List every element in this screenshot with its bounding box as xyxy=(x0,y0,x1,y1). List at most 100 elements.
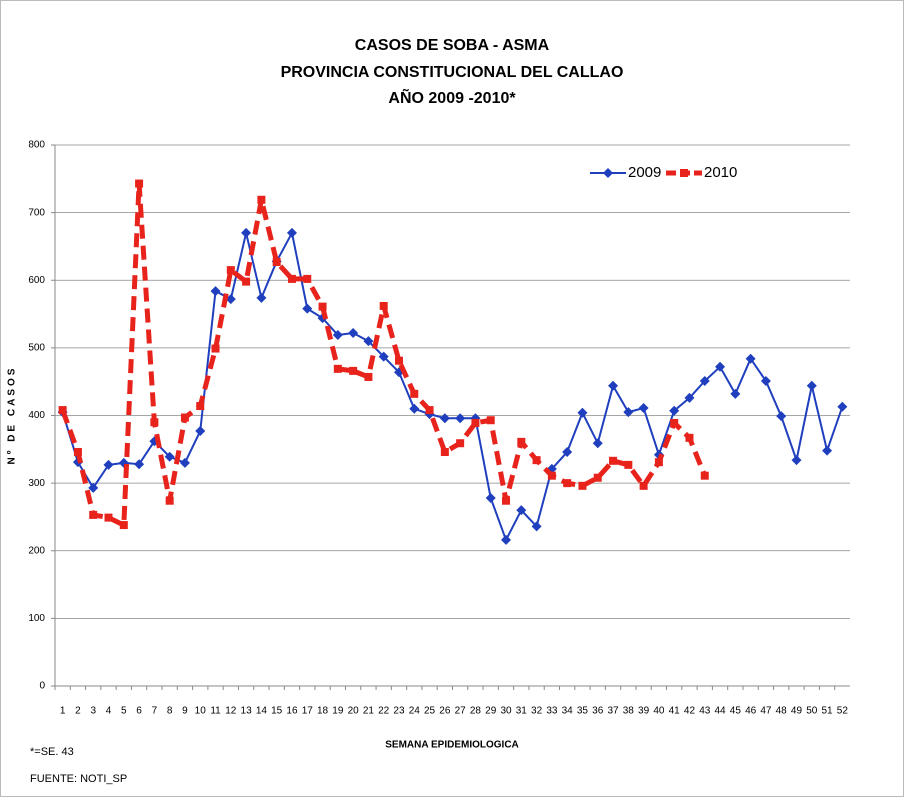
data-point xyxy=(333,364,342,373)
data-point xyxy=(272,257,281,266)
data-point xyxy=(532,456,541,465)
data-point xyxy=(88,482,99,493)
data-point xyxy=(242,277,251,286)
data-point xyxy=(332,330,343,341)
x-tick-label: 39 xyxy=(638,706,650,717)
data-point xyxy=(730,388,741,399)
x-tick-label: 19 xyxy=(332,706,344,717)
x-tick-label: 14 xyxy=(256,706,268,717)
y-tick-label: 200 xyxy=(28,545,45,556)
x-tick-label: 52 xyxy=(837,706,849,717)
data-point xyxy=(379,301,388,310)
data-point xyxy=(684,392,695,403)
x-tick-label: 9 xyxy=(182,706,188,717)
x-tick-label: 12 xyxy=(225,706,237,717)
x-tick-label: 38 xyxy=(623,706,635,717)
data-point xyxy=(547,471,556,480)
data-point xyxy=(348,327,359,338)
x-tick-label: 32 xyxy=(531,706,543,717)
data-point xyxy=(286,227,297,238)
data-point xyxy=(485,493,496,504)
chart-title: AÑO 2009 -2010* xyxy=(388,87,516,107)
legend-marker xyxy=(603,168,613,178)
data-point xyxy=(257,195,266,204)
x-tick-label: 47 xyxy=(760,706,772,717)
x-tick-label: 22 xyxy=(378,706,390,717)
data-point xyxy=(303,274,312,283)
x-tick-label: 8 xyxy=(167,706,173,717)
data-point xyxy=(837,401,848,412)
data-point xyxy=(135,179,144,188)
y-tick-label: 400 xyxy=(28,410,45,421)
data-point xyxy=(241,227,252,238)
data-point xyxy=(104,513,113,522)
data-point xyxy=(531,521,542,532)
data-point xyxy=(715,361,726,372)
x-tick-label: 48 xyxy=(776,706,788,717)
data-point xyxy=(502,496,511,505)
data-point xyxy=(195,426,206,437)
data-point xyxy=(745,353,756,364)
legend-label: 2010 xyxy=(704,164,737,181)
x-tick-label: 29 xyxy=(485,706,497,717)
chart-title: CASOS DE SOBA - ASMA xyxy=(355,37,550,54)
x-tick-label: 31 xyxy=(516,706,528,717)
x-tick-label: 28 xyxy=(470,706,482,717)
x-tick-label: 33 xyxy=(546,706,558,717)
data-point xyxy=(364,372,373,381)
data-point xyxy=(791,455,802,466)
data-point xyxy=(164,451,175,462)
x-tick-label: 6 xyxy=(136,706,142,717)
x-tick-label: 50 xyxy=(806,706,818,717)
data-point xyxy=(471,418,480,427)
data-point xyxy=(103,459,114,470)
data-point xyxy=(73,448,82,457)
data-point xyxy=(349,366,358,375)
data-point xyxy=(699,376,710,387)
x-tick-label: 45 xyxy=(730,706,742,717)
data-point xyxy=(89,510,98,519)
data-point xyxy=(211,344,220,353)
x-tick-label: 49 xyxy=(791,706,803,717)
data-point xyxy=(409,403,420,414)
data-point xyxy=(670,418,679,427)
data-point xyxy=(578,481,587,490)
data-point xyxy=(394,356,403,365)
y-tick-label: 800 xyxy=(28,140,45,151)
x-tick-label: 34 xyxy=(562,706,574,717)
x-tick-label: 25 xyxy=(424,706,436,717)
data-point xyxy=(700,471,709,480)
x-tick-label: 51 xyxy=(822,706,834,717)
data-point xyxy=(623,407,634,418)
x-tick-label: 7 xyxy=(152,706,158,717)
x-tick-label: 18 xyxy=(317,706,329,717)
data-point xyxy=(517,437,526,446)
data-point xyxy=(608,380,619,391)
x-tick-label: 42 xyxy=(684,706,696,717)
x-tick-label: 30 xyxy=(500,706,512,717)
data-point xyxy=(58,406,67,415)
data-point xyxy=(639,481,648,490)
data-point xyxy=(638,403,649,414)
x-tick-label: 20 xyxy=(348,706,360,717)
data-point xyxy=(593,473,602,482)
x-tick-label: 4 xyxy=(106,706,112,717)
x-tick-label: 17 xyxy=(302,706,314,717)
data-point xyxy=(501,534,512,545)
y-tick-label: 700 xyxy=(28,207,45,218)
data-point xyxy=(806,380,817,391)
data-point xyxy=(150,418,159,427)
x-tick-label: 11 xyxy=(210,706,221,717)
x-tick-label: 13 xyxy=(241,706,253,717)
data-point xyxy=(302,303,313,314)
data-point xyxy=(439,413,450,424)
x-tick-label: 10 xyxy=(195,706,207,717)
series-line xyxy=(61,231,844,541)
x-tick-label: 35 xyxy=(577,706,589,717)
data-point xyxy=(516,505,527,516)
data-point xyxy=(256,292,267,303)
x-tick-label: 2 xyxy=(75,706,81,717)
x-tick-label: 27 xyxy=(455,706,467,717)
